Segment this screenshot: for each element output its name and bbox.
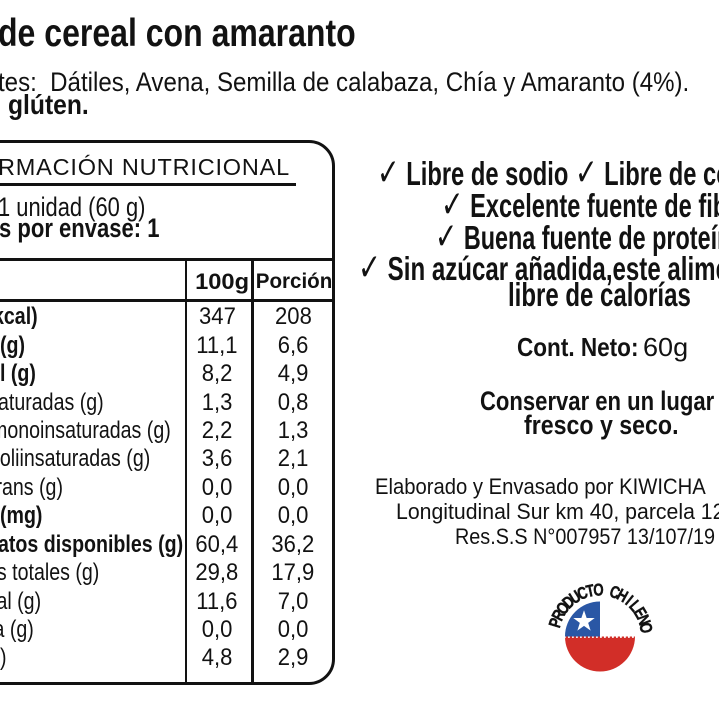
svg-text:O: O (593, 581, 604, 600)
svg-text:O: O (635, 621, 656, 635)
